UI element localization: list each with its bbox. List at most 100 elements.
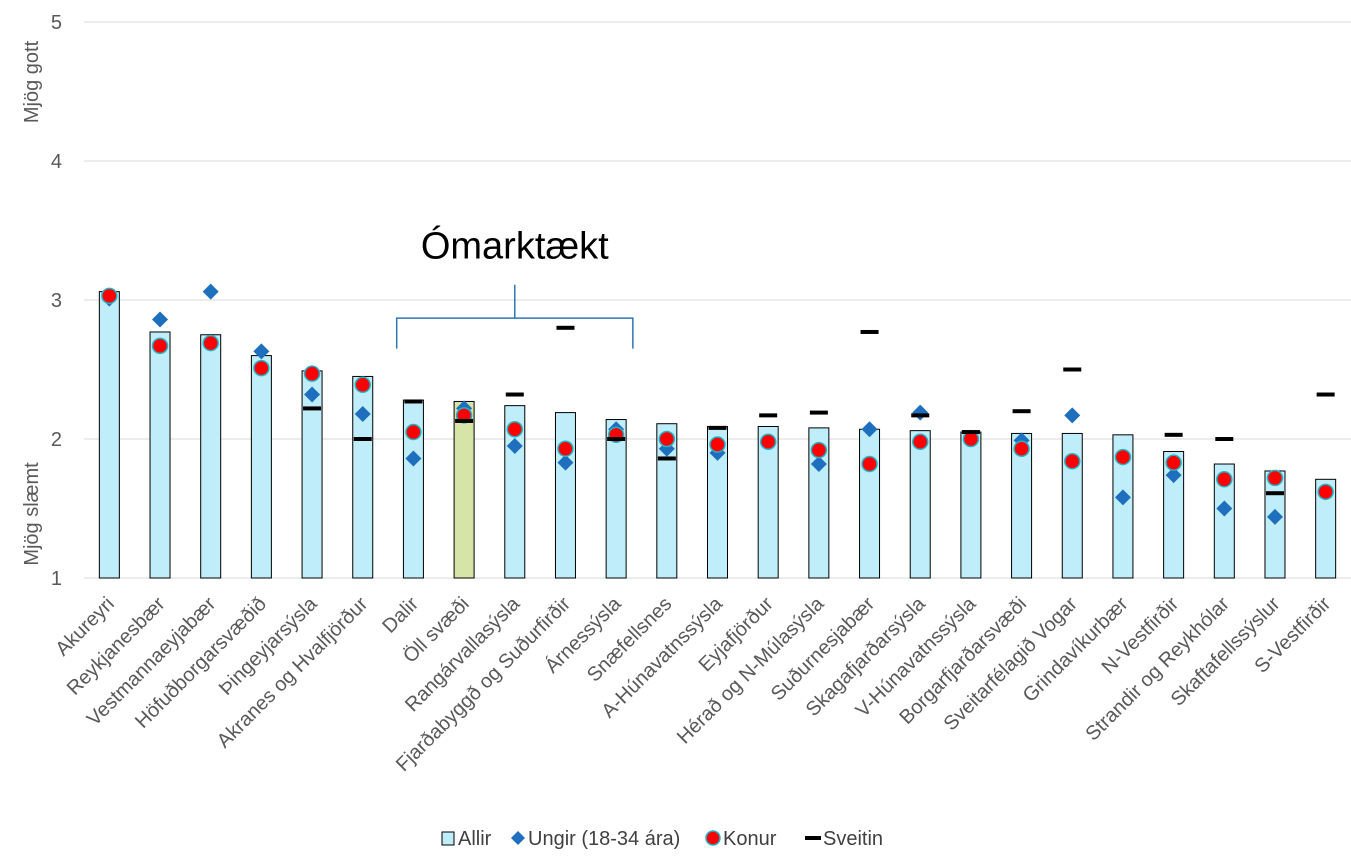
circle-marker	[557, 440, 574, 457]
legend-label: Sveitin	[823, 828, 883, 850]
circle-marker	[810, 441, 828, 459]
bar-2	[200, 334, 222, 579]
legend-swatch-bar	[441, 831, 455, 846]
dash-marker	[455, 418, 474, 423]
bar-17	[960, 431, 982, 579]
annotation: Ómarktækt	[395, 224, 634, 349]
dash-marker	[911, 413, 930, 418]
diamond-marker	[912, 404, 929, 421]
dash-marker	[556, 325, 575, 330]
diamond-marker	[202, 283, 219, 300]
diamond-marker	[405, 450, 422, 467]
y-tick-label: 5	[51, 12, 62, 34]
circle-marker	[1114, 448, 1132, 466]
y-tick-labels: 1 2 3 4 5	[51, 12, 62, 590]
x-tick-label: Dalir	[378, 593, 423, 638]
dash-marker	[303, 406, 322, 411]
legend-label: Ungir (18-34 ára)	[528, 828, 680, 850]
dash-marker	[1316, 392, 1335, 397]
dash-marker	[657, 456, 676, 461]
dash-marker	[607, 437, 626, 441]
diamond-marker	[1216, 500, 1233, 517]
bars	[98, 291, 1337, 579]
diamond-marker	[557, 454, 574, 471]
diamond-marker	[1114, 489, 1131, 506]
circle-marker	[151, 337, 169, 355]
circle-marker	[354, 376, 371, 394]
bar-22	[1213, 463, 1235, 579]
dash-marker	[1063, 367, 1082, 372]
diamond-marker	[506, 437, 523, 454]
bar-19	[1061, 432, 1083, 579]
legend-swatch-dash	[805, 836, 821, 840]
bar-9	[554, 412, 576, 579]
diamond-marker	[304, 386, 321, 403]
bar-13	[757, 425, 779, 579]
bar-1	[149, 331, 171, 579]
annotation-label: Ómarktækt	[421, 224, 609, 267]
gridlines	[84, 21, 1351, 579]
bar-20	[1112, 434, 1134, 579]
bar-3	[250, 355, 272, 579]
circle-marker	[1216, 471, 1233, 488]
circle-marker	[202, 334, 219, 352]
bar-15	[859, 428, 881, 579]
circle-marker	[506, 421, 524, 438]
y-axis-label-top: Mjög gott	[21, 40, 43, 123]
bar-11	[656, 423, 678, 579]
dash-marker	[1215, 437, 1234, 441]
legend-label: Konur	[723, 828, 777, 850]
legend: Allir Ungir (18-34 ára) Konur Sveitin	[441, 828, 883, 850]
dash-marker	[860, 329, 879, 334]
diamond-marker	[152, 311, 169, 328]
diamond-marker	[1064, 407, 1081, 424]
legend-swatch-diamond	[511, 831, 525, 845]
circle-marker	[1266, 469, 1284, 487]
y-tick-label: 1	[51, 568, 62, 590]
circle-marker	[1317, 483, 1334, 501]
circle-marker	[1013, 440, 1030, 457]
bar-0	[98, 291, 120, 579]
circle-marker	[303, 365, 321, 382]
diamond-marker	[354, 405, 371, 422]
circle-marker	[405, 423, 422, 441]
legend-label: Allir	[458, 828, 492, 850]
dash-marker	[353, 437, 372, 441]
circle-marker	[911, 433, 929, 451]
y-tick-label: 4	[51, 151, 62, 173]
y-tick-label: 2	[51, 429, 62, 451]
circle-marker	[658, 430, 676, 448]
bar-24	[1315, 478, 1337, 579]
bar-21	[1163, 451, 1185, 579]
circle-marker	[1064, 452, 1081, 470]
circle-marker	[253, 359, 270, 377]
diamond-marker	[810, 456, 827, 473]
dash-marker	[961, 430, 980, 435]
dash-marker	[708, 425, 727, 430]
bar-5	[352, 375, 374, 579]
y-axis-label-bottom: Mjög slæmt	[21, 462, 43, 566]
dash-marker	[1164, 432, 1183, 437]
diamond-marker	[861, 421, 878, 438]
circle-marker	[759, 433, 777, 451]
bar-7	[453, 400, 475, 579]
diamond-marker	[1165, 467, 1182, 484]
dash-marker	[404, 399, 423, 404]
diamond-marker	[253, 343, 270, 360]
legend-swatch-circle	[705, 830, 721, 846]
circle-marker	[1165, 454, 1182, 471]
dash-marker	[505, 392, 524, 397]
markers	[101, 283, 1335, 525]
dash-marker	[759, 413, 778, 418]
annotation-bracket	[395, 284, 634, 349]
dash-marker	[1012, 409, 1031, 414]
circle-marker	[861, 455, 878, 473]
x-tick-labels: AkureyriReykjanesbærVestmannaeyjabærHöfu…	[51, 592, 1335, 776]
bar-16	[909, 430, 931, 579]
circle-marker	[709, 436, 726, 453]
diamond-marker	[1266, 508, 1283, 525]
y-tick-label: 3	[51, 290, 62, 312]
circle-marker	[101, 287, 118, 305]
bar-10	[605, 419, 627, 579]
